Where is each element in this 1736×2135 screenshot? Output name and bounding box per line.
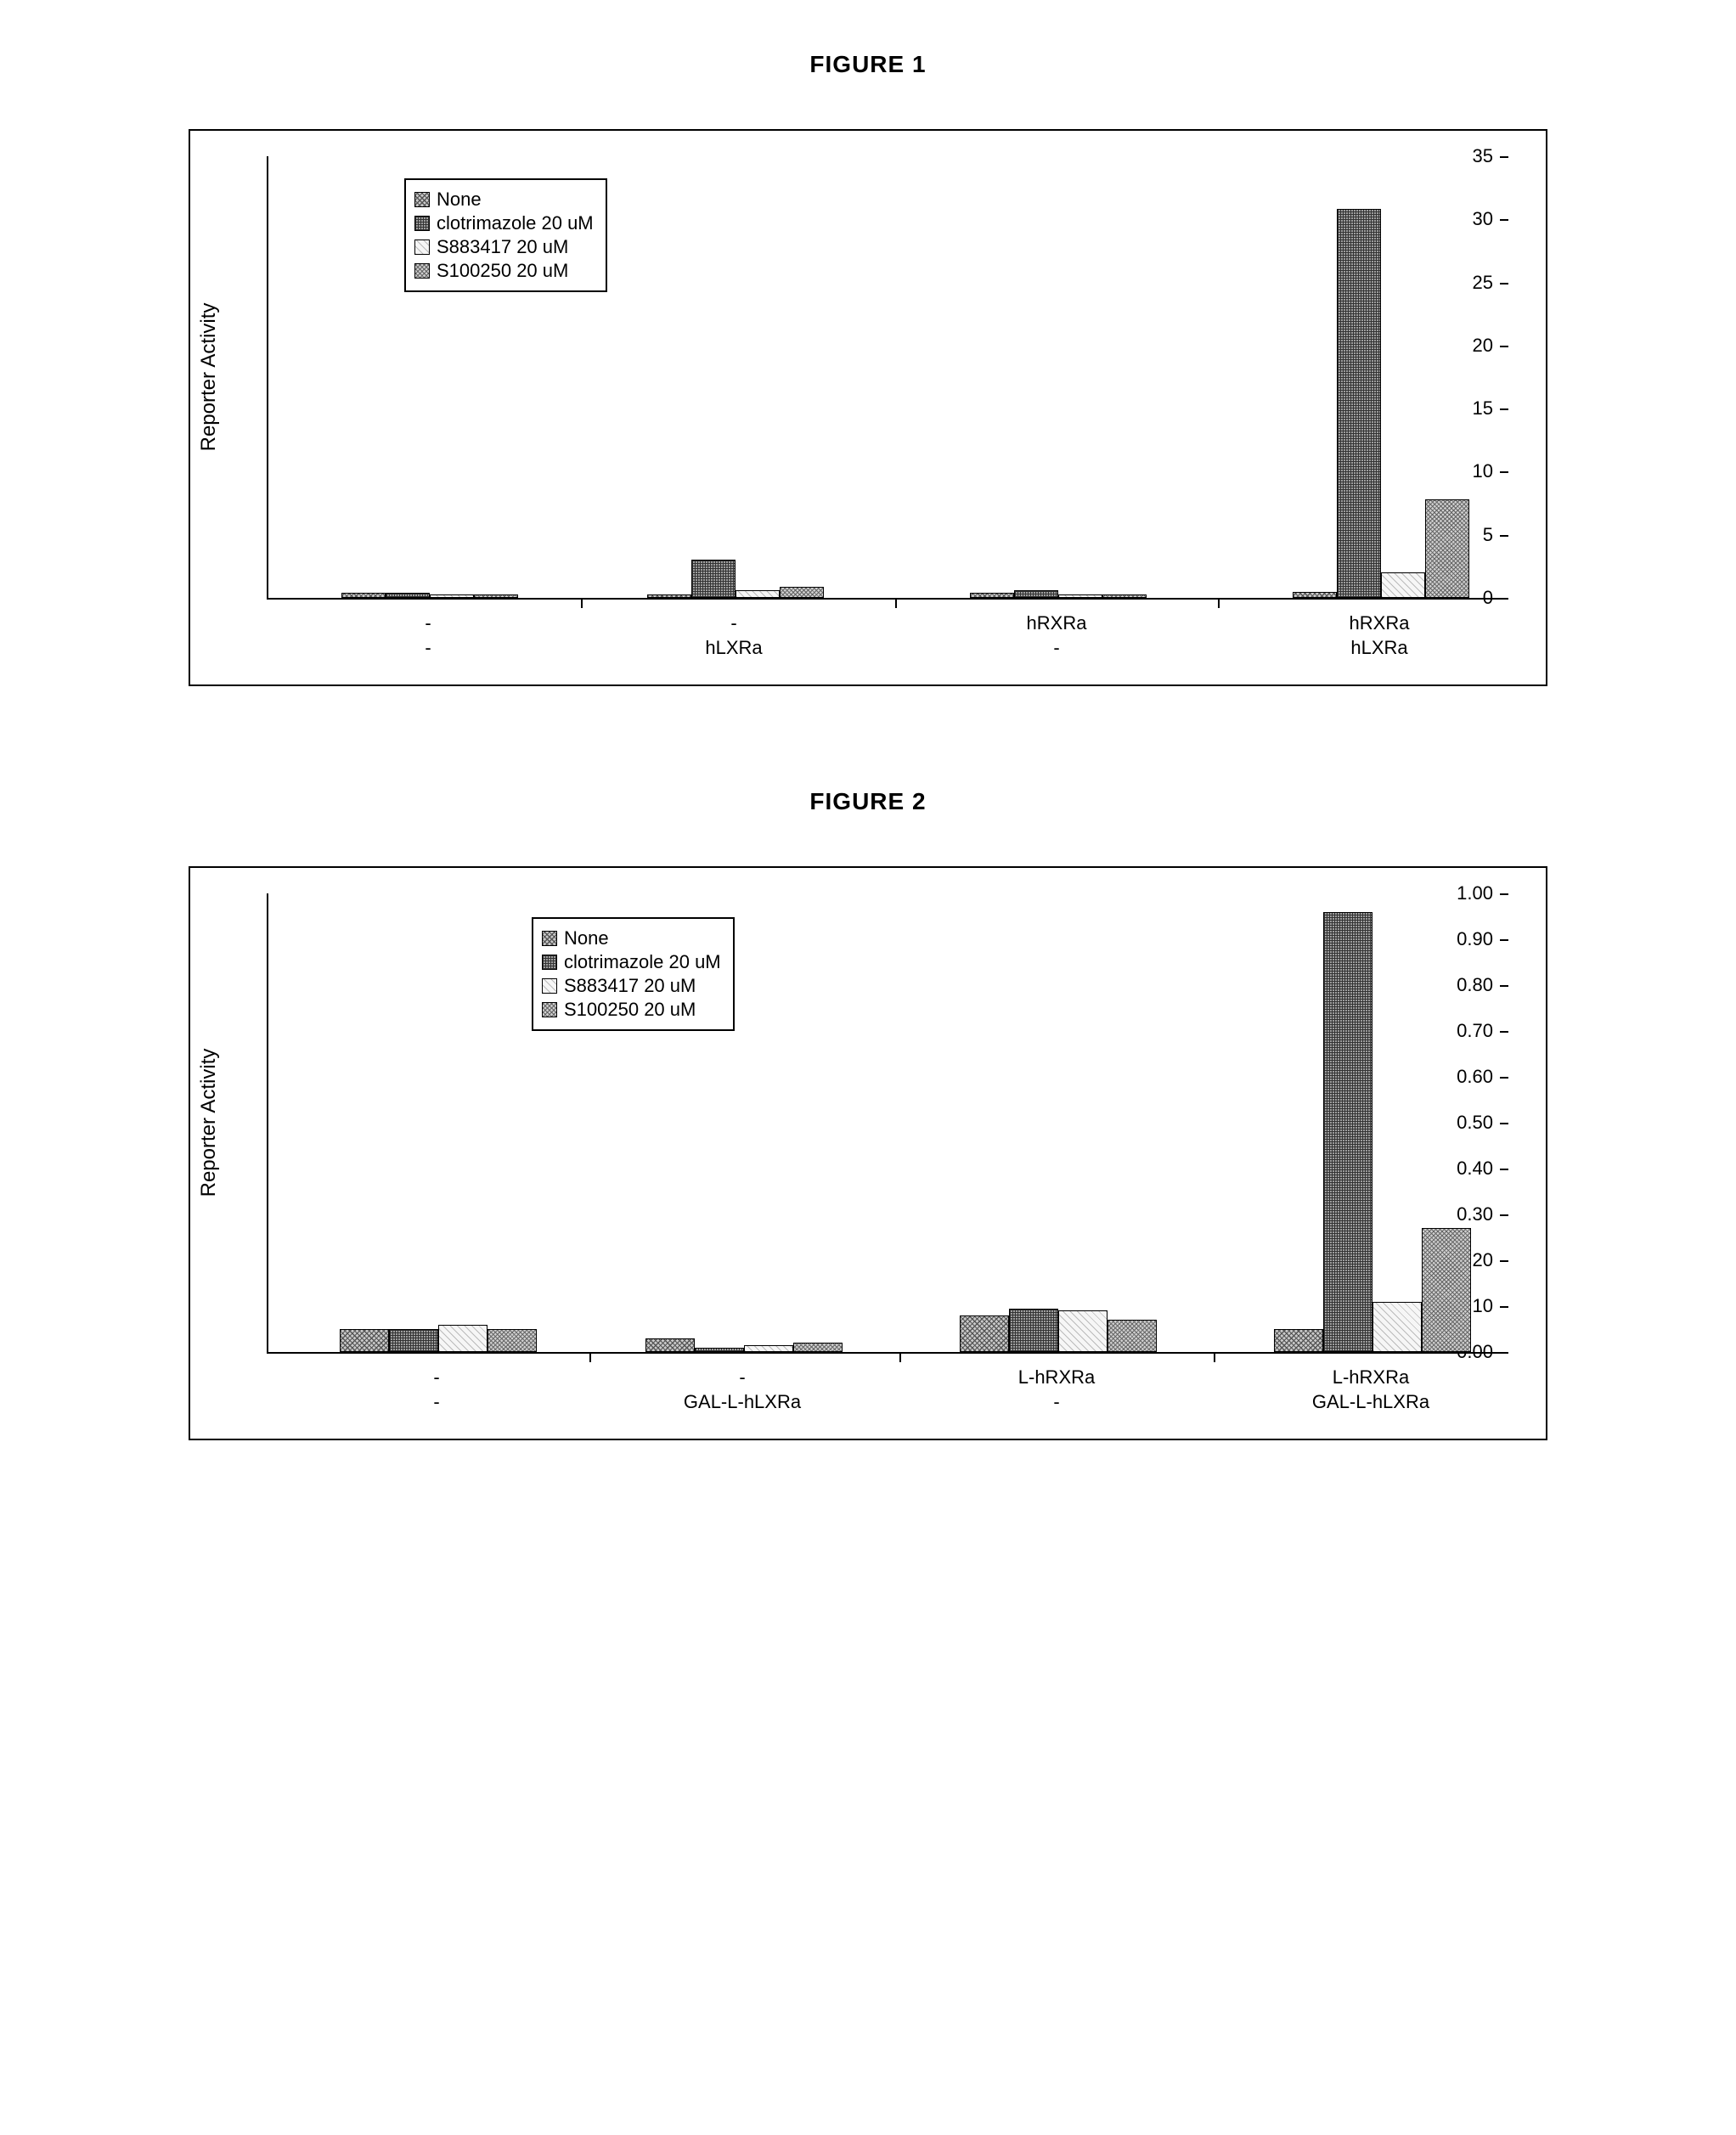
bar <box>1009 1309 1058 1352</box>
legend-label: clotrimazole 20 uM <box>437 212 594 234</box>
figure-block: FIGURE 2 Reporter Activity0.000.100.200.3… <box>34 788 1702 1440</box>
x-axis: -- -hLXRa hRXRa-hRXRahLXRa <box>267 600 1507 676</box>
bar <box>1274 1329 1323 1352</box>
y-axis-title: Reporter Activity <box>197 1049 221 1197</box>
bar <box>488 1329 537 1352</box>
x-tick <box>1214 1354 1215 1362</box>
bar <box>1323 912 1372 1352</box>
chart-frame: Reporter Activity05101520253035Noneclotr… <box>189 129 1547 686</box>
bar <box>386 593 430 598</box>
bar <box>793 1343 843 1352</box>
legend-label: S100250 20 uM <box>564 999 696 1021</box>
bar <box>691 560 736 598</box>
bar <box>647 594 691 598</box>
x-tick <box>581 600 583 608</box>
x-group-label: L-hRXRaGAL-L-hLXRa <box>1312 1366 1429 1414</box>
x-group-label: hRXRa- <box>1027 611 1087 660</box>
legend-row: S883417 20 uM <box>414 236 594 258</box>
bar <box>970 593 1014 598</box>
legend: Noneclotrimazole 20 uMS883417 20 uMS1002… <box>532 917 735 1031</box>
x-group-label: -- <box>433 1366 439 1414</box>
bar <box>1014 590 1058 598</box>
bar <box>389 1329 438 1352</box>
bar <box>960 1315 1009 1352</box>
legend-row: clotrimazole 20 uM <box>414 212 594 234</box>
figure-title: FIGURE 1 <box>34 51 1702 78</box>
bar <box>744 1345 793 1352</box>
bar <box>1293 592 1337 598</box>
x-axis: -- -GAL-L-hLXRa L-hRXRa- L-hRXRaGAL-L-hLXRa <box>267 1354 1507 1430</box>
bar <box>474 594 518 598</box>
bar <box>1381 572 1425 598</box>
bar <box>1372 1302 1422 1352</box>
figure-block: FIGURE 1 Reporter Activity05101520253035N… <box>34 51 1702 686</box>
bar <box>1058 1310 1108 1352</box>
plot-area: Reporter Activity0.000.100.200.300.400.5… <box>267 893 1508 1354</box>
bar <box>340 1329 389 1352</box>
legend-swatch <box>542 955 557 970</box>
x-group-label: -hLXRa <box>705 611 762 660</box>
bar <box>1425 499 1469 598</box>
legend-swatch <box>414 239 430 255</box>
chart-frame: Reporter Activity0.000.100.200.300.400.5… <box>189 866 1547 1440</box>
plot-area: Reporter Activity05101520253035Noneclotr… <box>267 156 1508 600</box>
legend-label: S100250 20 uM <box>437 260 568 282</box>
legend-row: S100250 20 uM <box>414 260 594 282</box>
legend-label: S883417 20 uM <box>564 975 696 997</box>
bar <box>1102 594 1147 598</box>
legend-swatch <box>414 216 430 231</box>
legend-label: clotrimazole 20 uM <box>564 951 721 973</box>
legend-label: None <box>564 927 609 949</box>
x-tick <box>895 600 897 608</box>
legend-label: None <box>437 189 482 211</box>
legend-swatch <box>542 978 557 994</box>
x-group-label: -- <box>425 611 431 660</box>
legend-swatch <box>542 1002 557 1017</box>
bar <box>1422 1228 1471 1352</box>
legend-row: clotrimazole 20 uM <box>542 951 721 973</box>
y-axis-title: Reporter Activity <box>197 303 221 452</box>
bar <box>780 587 824 598</box>
bar <box>1058 594 1102 598</box>
legend-swatch <box>414 192 430 207</box>
bar <box>1108 1320 1157 1352</box>
legend-row: S100250 20 uM <box>542 999 721 1021</box>
legend-swatch <box>542 931 557 946</box>
figure-title: FIGURE 2 <box>34 788 1702 815</box>
bar <box>695 1348 744 1352</box>
x-tick <box>589 1354 591 1362</box>
bars-layer <box>268 893 1508 1352</box>
legend-row: None <box>542 927 721 949</box>
bar <box>736 590 780 598</box>
legend-row: S883417 20 uM <box>542 975 721 997</box>
bar <box>430 594 474 598</box>
bar <box>438 1325 488 1352</box>
x-group-label: L-hRXRa- <box>1018 1366 1095 1414</box>
x-group-label: hRXRahLXRa <box>1350 611 1410 660</box>
bar <box>645 1338 695 1352</box>
legend-row: None <box>414 189 594 211</box>
legend: Noneclotrimazole 20 uMS883417 20 uMS1002… <box>404 178 607 292</box>
legend-swatch <box>414 263 430 279</box>
legend-label: S883417 20 uM <box>437 236 568 258</box>
x-tick <box>1218 600 1220 608</box>
bar <box>1337 209 1381 598</box>
x-group-label: -GAL-L-hLXRa <box>684 1366 801 1414</box>
bar <box>341 593 386 598</box>
x-tick <box>899 1354 901 1362</box>
